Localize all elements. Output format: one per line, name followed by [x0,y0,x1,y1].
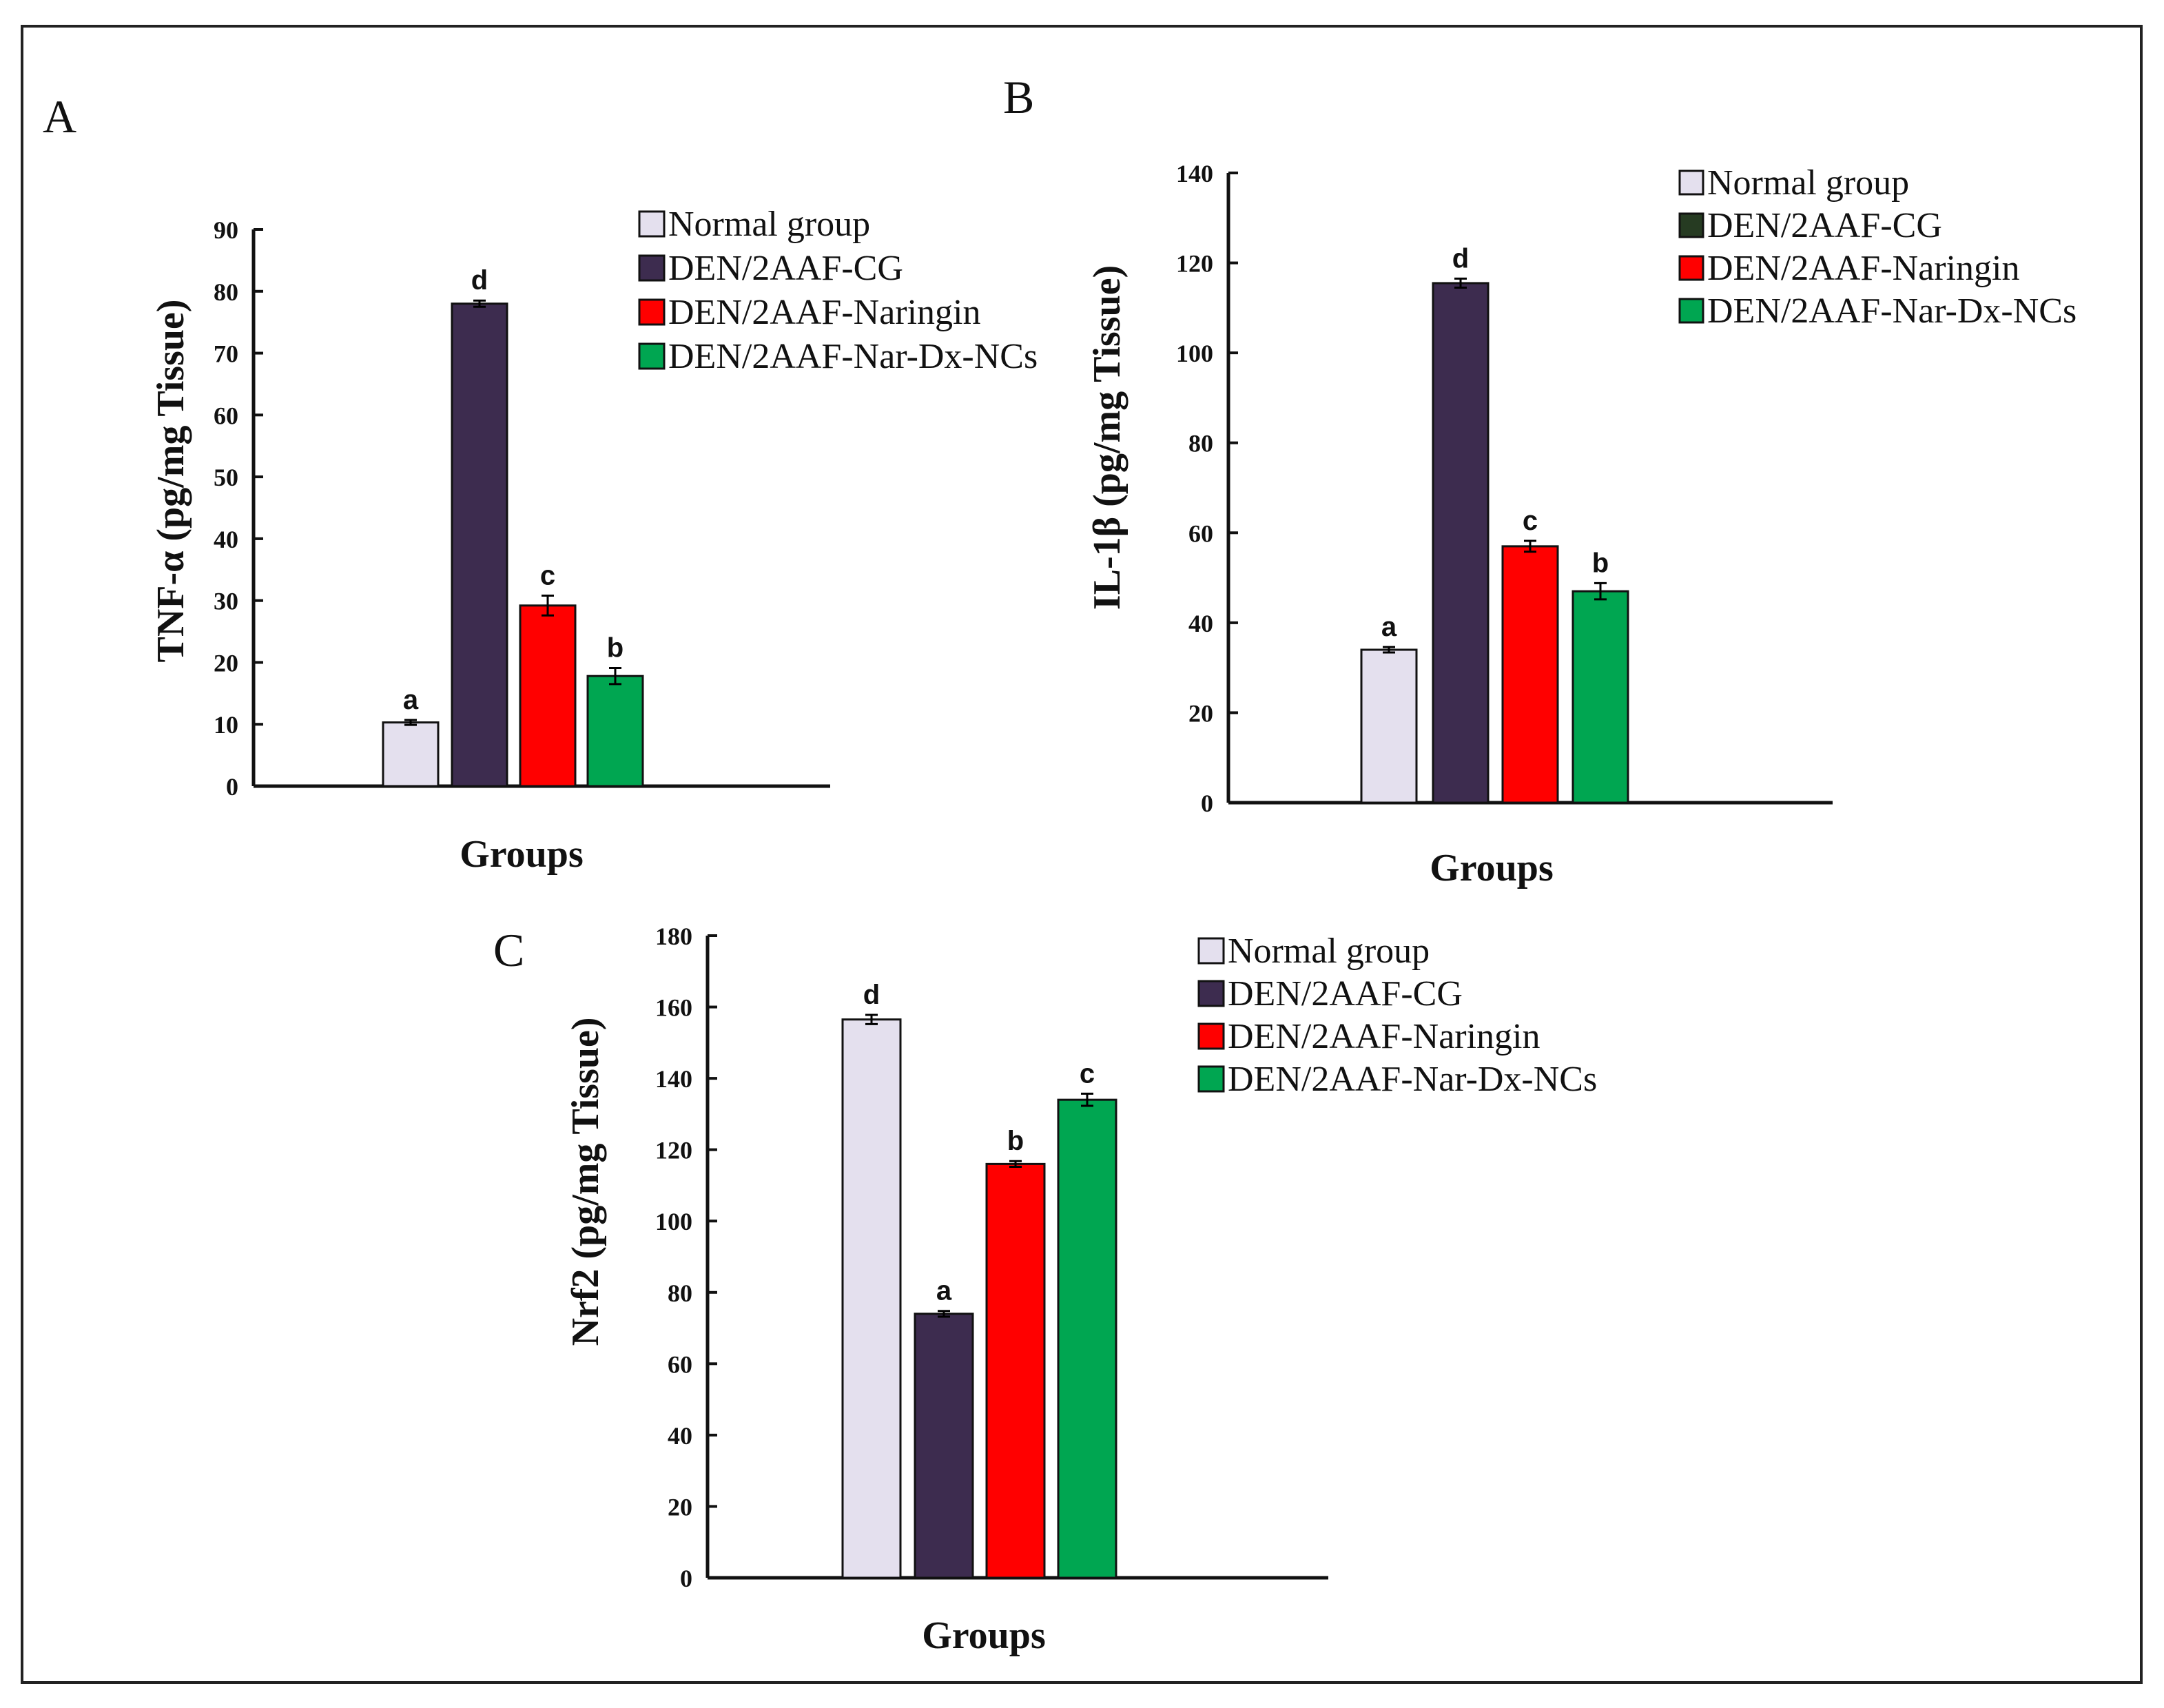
x-axis-label-a: Groups [460,833,583,876]
legend-swatch-a-4 [638,342,666,370]
x-axis-label-c: Groups [922,1614,1045,1657]
legend-label-c-2: DEN/2AAF-CG [1228,974,1463,1014]
y-axis-label-a: TNF-α (pg/mg Tissue) [150,299,192,662]
bar-c-1 [841,1018,902,1579]
x-axis-label-b: Groups [1430,847,1553,889]
legend-swatch-a-1 [638,210,666,238]
legend-label-a-2: DEN/2AAF-CG [668,249,903,288]
legend-label-a-1: Normal group [668,205,870,244]
y-tick-label-a: 80 [214,278,238,306]
bar-c-3 [985,1162,1046,1579]
bar-b-1 [1360,648,1418,804]
y-axis-label-b: IL-1β (pg/mg Tissue) [1086,265,1129,610]
legend-label-c-4: DEN/2AAF-Nar-Dx-NCs [1228,1060,1597,1099]
y-tick-label-c: 20 [668,1493,692,1521]
legend-swatch-a-2 [638,254,666,282]
y-tick-label-a: 60 [214,402,238,429]
significance-label-c-4: c [1080,1058,1095,1089]
panel-a: A TNF-α (pg/mg Tissue) Groups 0 10 20 30 40 5… [43,90,1038,876]
legend-swatch-b-2 [1678,212,1704,238]
legend-swatch-c-3 [1197,1022,1225,1050]
legend-label-a-4: DEN/2AAF-Nar-Dx-NCs [668,337,1038,376]
y-tick-label-a: 90 [214,216,238,244]
legend-swatch-c-4 [1197,1065,1225,1093]
y-tick-label-c: 60 [668,1350,692,1378]
y-tick-label-b: 20 [1188,699,1213,727]
y-tick-label-b: 40 [1188,610,1213,637]
y-tick-label-c: 120 [655,1137,692,1164]
significance-label-c-1: d [863,980,880,1010]
bar-b-4 [1572,590,1629,804]
y-axis-label-c: Nrf2 (pg/mg Tissue) [564,1017,607,1346]
significance-label-b-4: b [1592,548,1609,578]
panel-b: B IL-1β (pg/mg Tissue) Groups 0 20 40 60 80 1… [1003,71,2077,889]
y-tick-label-b: 80 [1188,430,1213,457]
y-tick-label-c: 140 [655,1065,692,1093]
legend-swatch-b-4 [1678,298,1704,324]
panel-letter-c: C [493,924,524,976]
legend-swatch-c-2 [1197,980,1225,1007]
significance-label-a-3: c [540,560,555,590]
bar-c-4 [1057,1098,1117,1579]
legend-label-b-1: Normal group [1707,163,1909,203]
legend-label-a-3: DEN/2AAF-Naringin [668,293,981,332]
y-tick-label-c: 160 [655,994,692,1022]
legend-label-b-3: DEN/2AAF-Naringin [1707,249,2020,288]
significance-label-a-2: d [471,265,488,296]
y-tick-label-a: 20 [214,649,238,677]
figure-frame [21,25,2143,1684]
significance-label-b-3: c [1523,506,1538,536]
panel-c: C Nrf2 (pg/mg Tissue) Groups 0 20 40 60 80 10… [493,923,1597,1657]
y-tick-label-b: 120 [1176,250,1213,278]
significance-label-a-1: a [403,685,419,715]
bar-c-2 [914,1313,974,1579]
y-tick-label-c: 40 [668,1422,692,1450]
legend-label-b-2: DEN/2AAF-CG [1707,206,1942,245]
panel-letter-b: B [1003,71,1034,123]
y-tick-label-a: 70 [214,340,238,368]
y-tick-label-c: 100 [655,1208,692,1235]
y-tick-label-b: 60 [1188,519,1213,547]
bar-a-4 [586,675,644,788]
legend-swatch-b-1 [1678,169,1704,196]
legend-label-b-4: DEN/2AAF-Nar-Dx-NCs [1707,291,2077,331]
bar-b-3 [1501,545,1559,804]
panel-letter-a: A [43,90,76,143]
bar-a-2 [451,302,508,788]
y-tick-label-b: 0 [1201,790,1213,817]
legend-swatch-c-1 [1197,937,1225,965]
y-tick-label-a: 10 [214,711,238,739]
y-tick-label-b: 100 [1176,340,1213,367]
y-tick-label-c: 0 [680,1565,692,1592]
y-tick-label-a: 0 [226,773,238,801]
legend-label-c-3: DEN/2AAF-Naringin [1228,1017,1540,1056]
bar-a-1 [382,721,440,788]
y-tick-label-b: 140 [1176,160,1213,187]
y-tick-label-c: 80 [668,1279,692,1307]
significance-label-b-2: d [1452,243,1469,274]
y-tick-label-c: 180 [655,923,692,950]
significance-label-a-4: b [607,633,624,663]
bar-b-2 [1432,282,1490,804]
legend-swatch-b-3 [1678,255,1704,281]
y-tick-label-a: 50 [214,464,238,491]
significance-label-c-3: b [1007,1126,1024,1156]
y-tick-label-a: 30 [214,588,238,615]
legend-swatch-a-3 [638,298,666,326]
legend-label-c-1: Normal group [1228,932,1430,971]
y-tick-label-a: 40 [214,526,238,553]
bar-a-3 [519,604,577,788]
significance-label-b-1: a [1381,612,1397,642]
significance-label-c-2: a [936,1276,952,1306]
